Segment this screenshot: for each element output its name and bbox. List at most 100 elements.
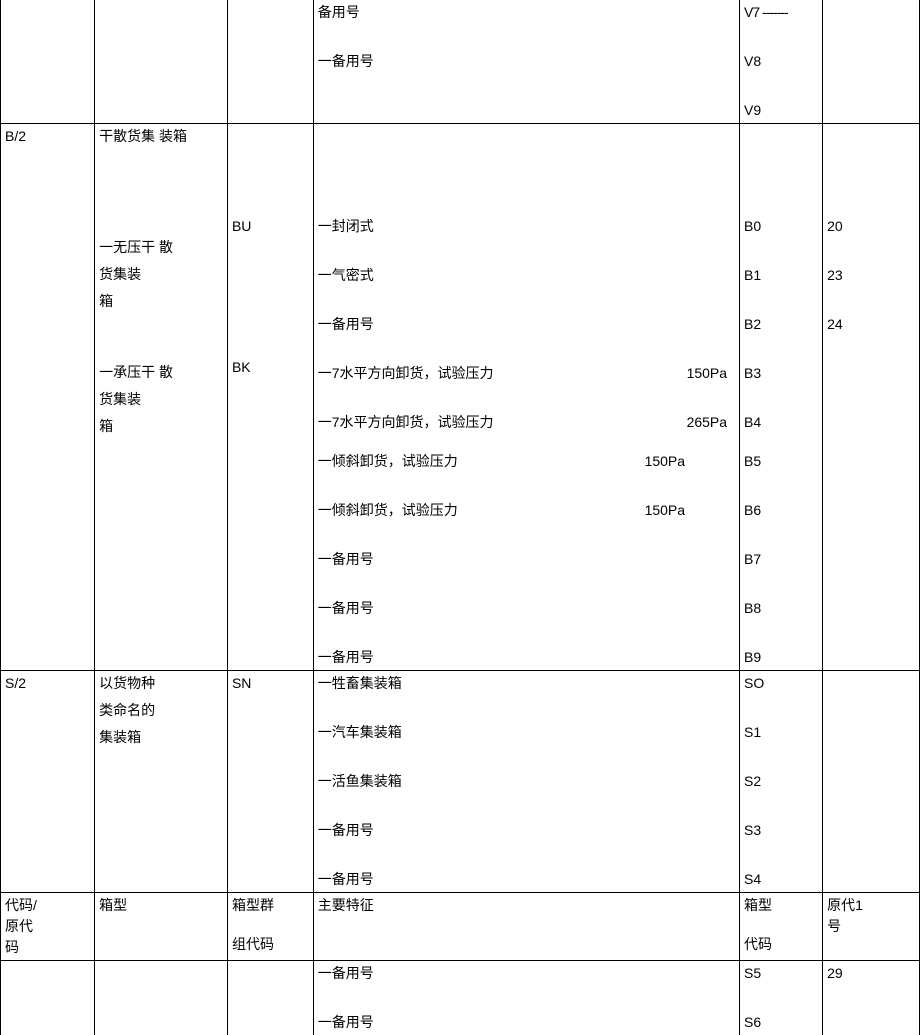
table-row: S/2 以货物种 类命名的 集装箱 SN 一牲畜集装箱 一汽车集装箱 一活鱼集装… — [1, 671, 920, 893]
feature-text: 一备用号 — [318, 647, 735, 668]
cell-c5: V7 ------- V8 V9 — [740, 0, 823, 124]
feature-text: 一倾斜卸货，试验压力 — [318, 451, 645, 472]
feature-text: 一7水平方向卸货，试验压力 — [318, 412, 687, 433]
type-code: V9 — [744, 102, 761, 118]
cell-c3: SN — [227, 671, 313, 893]
cell-c6: 20 23 24 — [823, 124, 920, 671]
group-code: BK — [232, 357, 309, 378]
type-code: S4 — [744, 871, 761, 887]
table-header: 代码/ 原代 码 箱型 箱型群 组代码 主要特征 箱型 代码 原代1 号 — [1, 893, 920, 961]
box-subtype: 货集装 — [99, 264, 223, 285]
type-code: B4 — [744, 414, 761, 430]
type-code: S1 — [744, 724, 761, 740]
orig-code: 24 — [827, 316, 843, 332]
cell-c3: BU BK — [227, 124, 313, 671]
box-type: 集装箱 — [99, 727, 223, 748]
type-code: S2 — [744, 773, 761, 789]
feature-value: 265Pa — [687, 412, 735, 433]
cell-c1: B/2 — [1, 124, 95, 671]
cell-c2 — [95, 961, 228, 1035]
feature-value: 150Pa — [645, 451, 735, 472]
box-type: 以货物种 — [99, 673, 223, 694]
header-label: 码 — [5, 937, 90, 958]
feature-text: 一备用号 — [318, 871, 374, 887]
code: B/2 — [5, 128, 26, 144]
feature-text: 一倾斜卸货，试验压力 — [318, 500, 645, 521]
table-row: 备用号 一备用号 V7 ------- V8 V9 — [1, 0, 920, 124]
orig-code: 20 — [827, 218, 843, 234]
header-label: 组代码 — [232, 934, 309, 955]
orig-code: 23 — [827, 267, 843, 283]
type-code: B9 — [744, 649, 761, 665]
feature-text: 一备用号 — [318, 53, 374, 69]
header-c4: 主要特征 — [313, 893, 739, 961]
feature-text: 一备用号 — [318, 822, 374, 838]
header-label: 箱型群 — [232, 895, 309, 916]
type-code: B2 — [744, 316, 761, 332]
cell-c6 — [823, 0, 920, 124]
box-type: 干散货集 装箱 — [99, 126, 223, 147]
cell-c4: 一封闭式 一气密式 一备用号 一7水平方向卸货，试验压力 150Pa 一7水平方向… — [313, 124, 739, 671]
feature-value: 150Pa — [645, 500, 735, 521]
code: S/2 — [5, 675, 26, 691]
cell-c5: SO S1 S2 S3 S4 — [740, 671, 823, 893]
type-code: B8 — [744, 600, 761, 616]
header-c3: 箱型群 组代码 — [227, 893, 313, 961]
orig-code: 29 — [827, 965, 843, 981]
feature-text: 一备用号 — [318, 598, 735, 619]
header-label: 原代 — [5, 916, 90, 937]
box-subtype: 货集装 — [99, 389, 223, 410]
feature-text: 一封闭式 — [318, 216, 735, 237]
group-code: SN — [232, 675, 251, 691]
type-code: V8 — [744, 53, 761, 69]
table-row: B/2 干散货集 装箱 一无压干 散 货集装 箱 一承压干 散 货集装 箱 BU… — [1, 124, 920, 671]
feature-text: 一气密式 — [318, 265, 735, 286]
cell-c2: 干散货集 装箱 一无压干 散 货集装 箱 一承压干 散 货集装 箱 — [95, 124, 228, 671]
header-c6: 原代1 号 — [823, 893, 920, 961]
type-code: SO — [744, 675, 764, 691]
cell-c5: S5 S6 — [740, 961, 823, 1035]
box-subtype: 箱 — [99, 291, 223, 312]
header-label: 代码/ — [5, 895, 90, 916]
cell-c6: 29 — [823, 961, 920, 1035]
header-label: 箱型 — [744, 895, 818, 916]
header-label: 箱型 — [99, 897, 127, 913]
type-code: B0 — [744, 218, 761, 234]
cell-c3 — [227, 961, 313, 1035]
header-label: 主要特征 — [318, 897, 374, 913]
type-code: B5 — [744, 453, 761, 469]
cell-c1 — [1, 0, 95, 124]
feature-text: 一牲畜集装箱 — [318, 675, 402, 691]
header-label: 原代1 — [827, 895, 915, 916]
cell-c2: 以货物种 类命名的 集装箱 — [95, 671, 228, 893]
feature-text: 一7水平方向卸货，试验压力 — [318, 363, 687, 384]
container-code-table: 备用号 一备用号 V7 ------- V8 V9 B/2 干散货集 装箱 一无… — [0, 0, 920, 1035]
type-code: S5 — [744, 965, 761, 981]
box-type: 类命名的 — [99, 700, 223, 721]
header-c1: 代码/ 原代 码 — [1, 893, 95, 961]
type-code: B7 — [744, 551, 761, 567]
header-c5: 箱型 代码 — [740, 893, 823, 961]
group-code: BU — [232, 216, 309, 237]
cell-c2 — [95, 0, 228, 124]
box-subtype: 一承压干 散 — [99, 362, 223, 383]
box-subtype: 箱 — [99, 416, 223, 437]
feature-text: 一备用号 — [318, 965, 374, 981]
box-subtype: 一无压干 散 — [99, 237, 223, 258]
type-code: V7 ------- — [744, 4, 788, 20]
feature-text: 一活鱼集装箱 — [318, 773, 402, 789]
cell-c4: 一备用号 一备用号 — [313, 961, 739, 1035]
cell-c6 — [823, 671, 920, 893]
cell-c4: 一牲畜集装箱 一汽车集装箱 一活鱼集装箱 一备用号 一备用号 — [313, 671, 739, 893]
type-code: B1 — [744, 267, 761, 283]
cell-c3 — [227, 0, 313, 124]
cell-c5: B0 B1 B2 B3 B4 B5 B6 B7 B8 B9 — [740, 124, 823, 671]
feature-text: 备用号 — [318, 4, 360, 20]
type-code: B3 — [744, 365, 761, 381]
header-c2: 箱型 — [95, 893, 228, 961]
cell-c1 — [1, 961, 95, 1035]
cell-c4: 备用号 一备用号 — [313, 0, 739, 124]
header-label: 代码 — [744, 934, 818, 955]
type-code: S3 — [744, 822, 761, 838]
type-code: B6 — [744, 502, 761, 518]
